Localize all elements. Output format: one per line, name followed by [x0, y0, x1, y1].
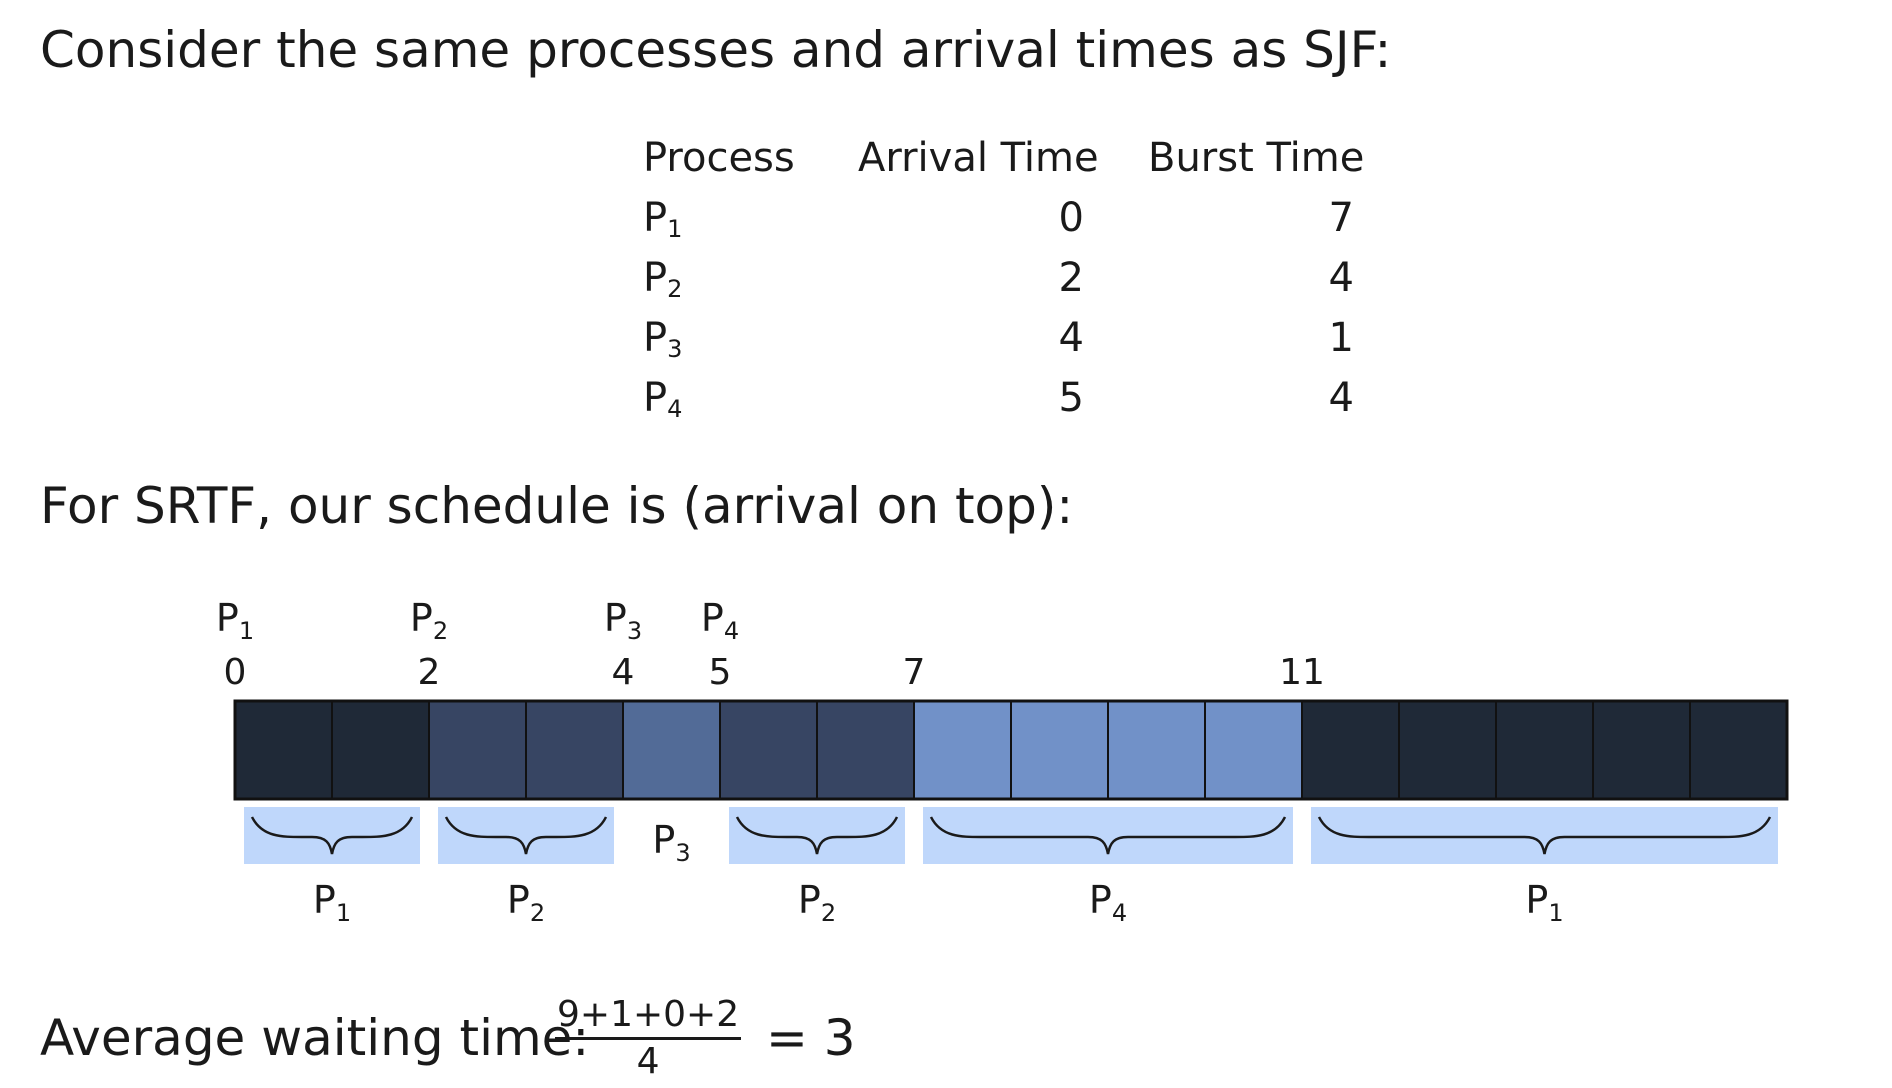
tick-label: 4 [612, 652, 635, 693]
row-process: P4 [643, 375, 683, 423]
row-process: P1 [643, 195, 683, 243]
row-burst: 7 [1328, 195, 1354, 241]
row-arrival: 4 [1058, 315, 1084, 361]
gantt-cell-p2 [816, 700, 915, 800]
brace-icon [929, 816, 1287, 855]
row-arrival: 2 [1058, 255, 1084, 301]
row-burst: 4 [1328, 375, 1354, 421]
average-label: Average waiting time: [40, 1009, 590, 1067]
arrival-label: P3 [604, 596, 642, 645]
gantt-bar-outline [233, 699, 1789, 801]
gantt-cell-p2 [525, 700, 624, 800]
row-arrival: 0 [1058, 195, 1084, 241]
row-burst: 4 [1328, 255, 1354, 301]
segment-highlight [244, 807, 420, 864]
tick-label: 0 [224, 652, 247, 693]
average-numerator: 9+1+0+2 [555, 995, 742, 1040]
gantt-cell-p4 [1107, 700, 1206, 800]
tick-label: 11 [1279, 652, 1325, 693]
arrival-label: P2 [410, 596, 448, 645]
segment-label: P2 [798, 878, 836, 927]
row-arrival: 5 [1058, 375, 1084, 421]
intro-text: Consider the same processes and arrival … [40, 21, 1392, 79]
gantt-cell-p2 [428, 700, 527, 800]
segment-highlight [729, 807, 905, 864]
gantt-cell-p3 [622, 700, 721, 800]
brace-icon [250, 816, 414, 855]
segment-label: P1 [1525, 878, 1563, 927]
gantt-cell-p1 [1592, 700, 1691, 800]
segment-label: P2 [507, 878, 545, 927]
gantt-cell-p2 [719, 700, 818, 800]
row-process: P2 [643, 255, 683, 303]
segment-label: P1 [313, 878, 351, 927]
schedule-heading: For SRTF, our schedule is (arrival on to… [40, 477, 1074, 535]
row-process: P3 [643, 315, 683, 363]
brace-icon [444, 816, 608, 855]
segment-highlight [923, 807, 1293, 864]
arrival-label: P4 [701, 596, 739, 645]
average-fraction: 9+1+0+2 4 [555, 995, 742, 1082]
segment-highlight [1311, 807, 1778, 864]
gantt-cell-p1 [331, 700, 430, 800]
gantt-cell-p1 [1398, 700, 1497, 800]
gantt-cell-p4 [913, 700, 1012, 800]
gantt-cell-p4 [1204, 700, 1303, 800]
arrival-label: P1 [216, 596, 254, 645]
row-burst: 1 [1328, 315, 1354, 361]
segment-label: P3 [652, 818, 690, 867]
header-arrival-time: Arrival Time [858, 135, 1099, 181]
brace-icon [1317, 816, 1772, 855]
gantt-cell-p4 [1010, 700, 1109, 800]
average-denominator: 4 [636, 1041, 660, 1082]
gantt-cell-p1 [234, 700, 333, 800]
gantt-cell-p1 [1495, 700, 1594, 800]
tick-label: 5 [709, 652, 732, 693]
segment-highlight [438, 807, 614, 864]
segment-label: P4 [1089, 878, 1127, 927]
header-burst-time: Burst Time [1148, 135, 1365, 181]
average-result: = 3 [766, 1009, 856, 1067]
gantt-cell-p1 [1689, 700, 1788, 800]
tick-label: 7 [903, 652, 926, 693]
gantt-cell-p1 [1301, 700, 1400, 800]
header-process: Process [643, 135, 795, 181]
brace-icon [735, 816, 899, 855]
tick-label: 2 [418, 652, 441, 693]
